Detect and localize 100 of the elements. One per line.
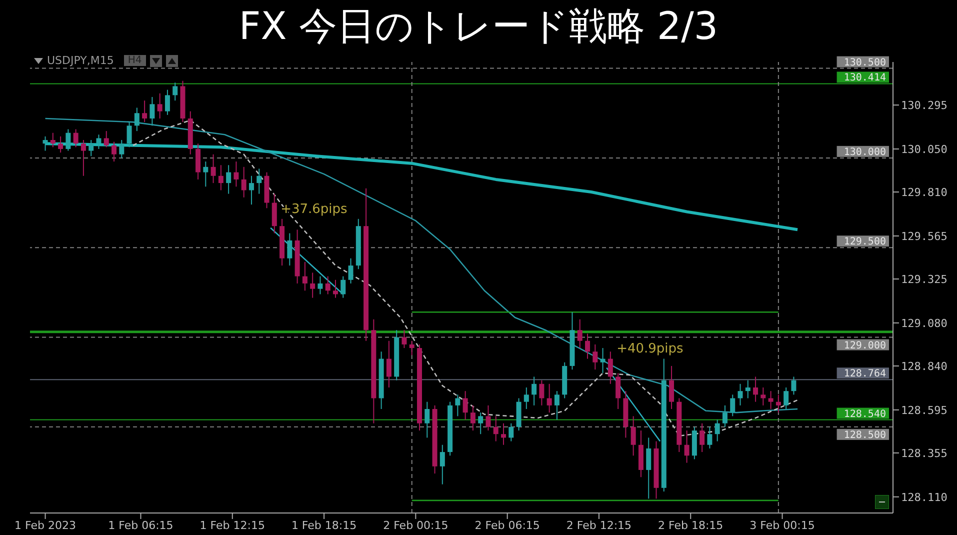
candlestick [287,232,292,266]
candlestick [508,422,514,442]
y-tick-label: 130.050 [901,142,948,156]
candlestick [112,141,117,162]
x-tick-label: 1 Feb 18:15 [291,518,357,532]
candlestick [203,161,208,188]
ref-line-label: 128.500 [844,430,886,441]
y-tick-label: 128.355 [901,446,948,460]
candlestick [493,416,498,442]
candlestick [73,128,78,148]
ref-line-label: 129.000 [844,340,886,352]
candlestick [424,401,430,438]
candlestick [157,92,162,119]
candlestick [325,276,330,295]
candlestick [80,140,86,176]
candlestick [409,340,414,356]
candlestick [707,426,712,449]
candlestick [302,261,308,292]
candlestick [226,164,232,194]
x-tick-label: 2 Feb 18:15 [658,518,724,532]
candlestick [700,422,705,453]
candlestick [272,193,277,234]
candlestick [684,430,690,464]
candlestick [600,348,606,374]
y-tick-label: 128.840 [901,360,948,373]
x-tick-label: 3 Feb 00:15 [750,518,815,532]
candlestick [196,143,201,180]
candlestick [486,404,491,432]
x-tick-label: 1 Feb 06:15 [108,518,174,532]
ref-line-label: 130.000 [844,146,886,158]
y-tick-label: 128.110 [901,490,948,504]
candlestick [470,404,476,432]
annotation: +40.9pips [616,342,684,357]
candlestick [738,383,743,406]
y-tick-label: 129.810 [901,186,948,199]
x-tick-label: 2 Feb 00:15 [383,518,448,532]
line-series [132,120,798,437]
candlestick [585,333,590,360]
y-tick-label: 128.595 [901,404,948,417]
candlestick [172,82,178,102]
candlestick [58,136,64,154]
ref-line-label: 128.764 [844,368,886,380]
annotation: +37.6pips [280,202,348,217]
chart-subtitle: USDJPY,M15 [47,54,114,67]
candlestick [608,351,613,384]
candlestick [402,330,407,349]
y-tick-label: 130.295 [901,98,948,112]
candlestick [241,166,246,198]
candlestick [577,318,582,349]
candlestick [119,140,124,158]
candlestick [592,344,598,370]
ref-line-label: 130.500 [844,57,886,68]
candlestick [248,175,254,206]
candlestick [714,419,720,442]
candlestick [760,386,766,406]
candlestick [532,376,537,406]
candlestick [88,140,94,157]
candlestick [630,416,636,456]
candlestick [218,164,224,191]
candlestick [310,272,316,298]
candlestick [745,380,750,399]
ref-line-label: 129.500 [844,236,886,248]
candlestick [318,276,323,295]
candlestick [386,340,392,388]
candlestick [256,168,262,194]
candlestick [546,383,552,414]
candlestick [669,365,674,410]
candlestick [539,380,544,406]
candlestick [104,130,109,148]
ref-line-label: 130.414 [844,72,886,84]
x-tick-label: 2 Feb 06:15 [474,518,540,532]
candlestick [126,122,132,148]
candlestick [50,132,56,148]
candlestick [501,422,506,446]
ref-line-label: 128.540 [844,408,886,420]
chart-title: FX 今日のトレード戦略 2/3 [238,3,720,50]
candlestick [554,390,560,420]
candlestick [66,128,71,152]
candlestick [164,89,170,116]
candlestick [753,376,758,402]
candlestick [210,154,216,184]
candlestick [784,386,789,410]
y-tick-label: 129.325 [901,272,948,286]
candlestick [332,279,338,298]
candlestick [348,258,354,284]
candlestick [455,394,460,417]
candlestick [616,372,621,410]
candlestick [646,437,652,500]
candlestick [234,161,239,188]
x-tick-label: 1 Feb 12:15 [200,518,265,532]
candlestick [440,444,445,485]
candlestick [478,412,484,435]
candlestick [96,134,102,150]
x-tick-label: 1 Feb 2023 [14,518,76,532]
candlestick [791,376,796,396]
y-tick-label: 129.565 [901,230,948,243]
candlestick [462,390,468,420]
candlestick [768,390,774,410]
candlestick [340,276,346,298]
candlestick [42,136,48,152]
